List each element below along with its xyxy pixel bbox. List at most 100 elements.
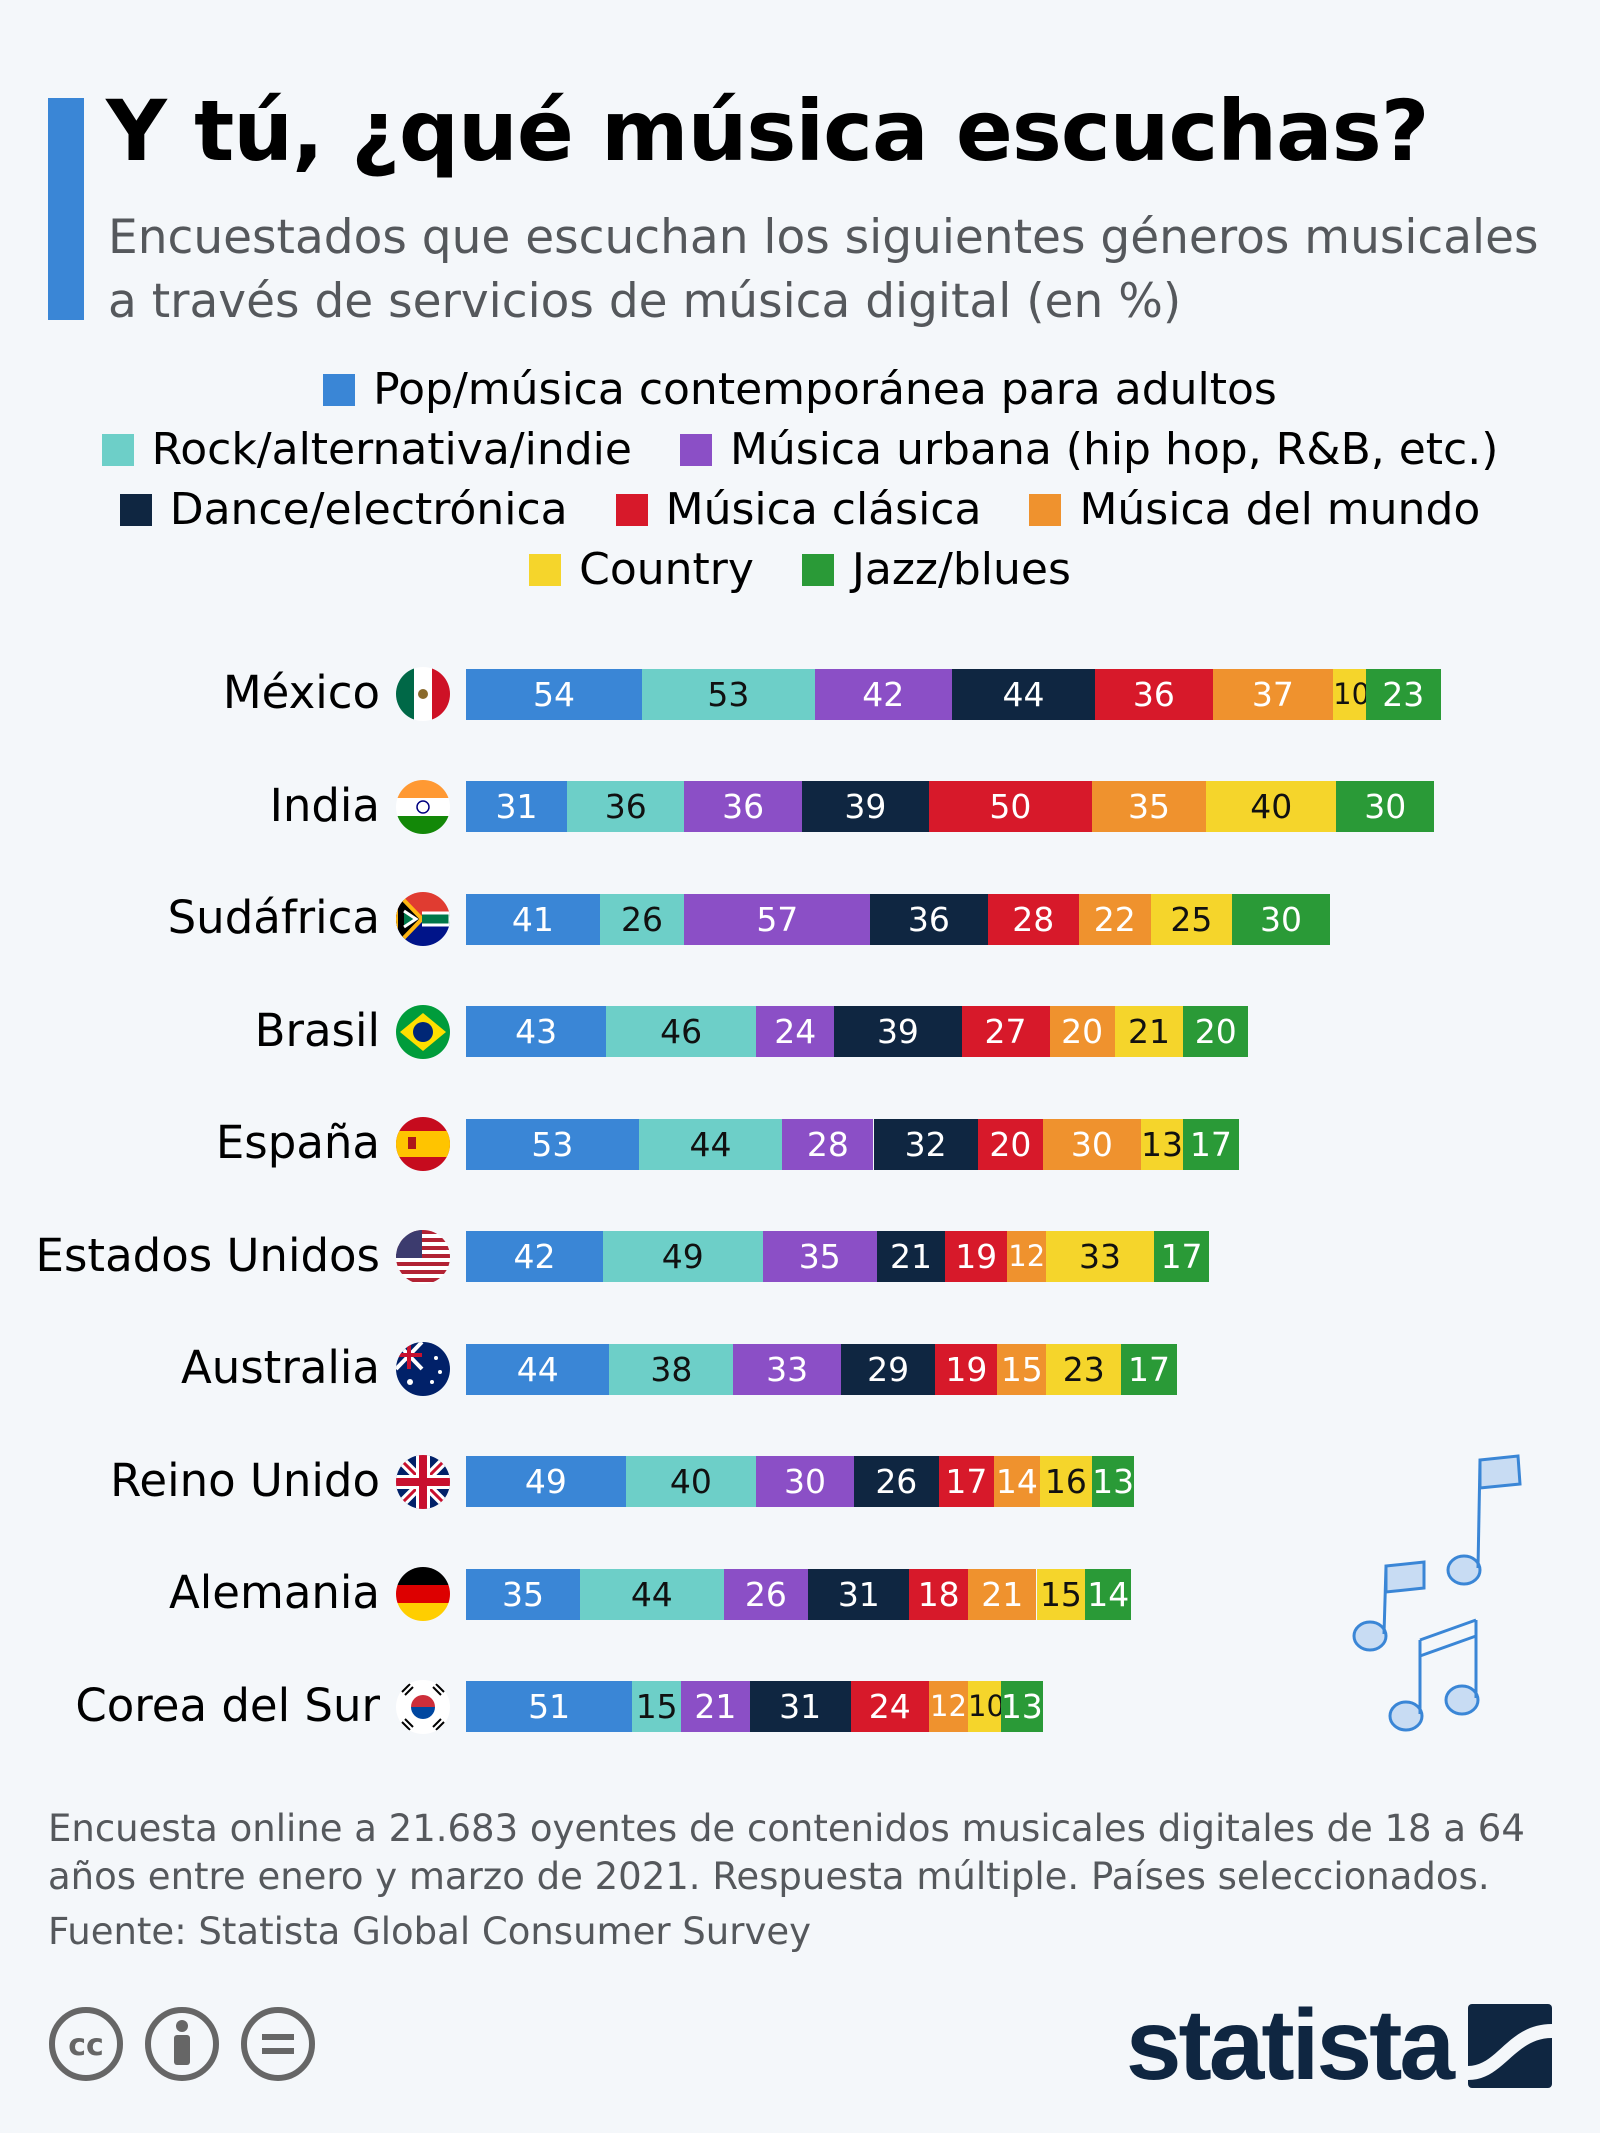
legend-swatch [323,374,356,406]
country-label: México [222,666,380,719]
bar-segment: 57 [684,893,871,945]
bar-segment: 44 [638,1118,783,1170]
legend-label: Música del mundo [1079,484,1481,535]
country-label: Corea del Sur [75,1678,380,1732]
bar-segment: 42 [814,668,952,720]
bar-segment: 30 [756,1456,854,1507]
bar-segment: 30 [1043,1118,1141,1170]
statista-logo-icon [1468,2004,1552,2088]
legend-item: Rock/alternativa/indie [101,420,632,480]
bar-segment: 38 [609,1343,734,1395]
bar-segment: 14 [1085,1568,1132,1620]
attribution-icon[interactable] [144,2006,220,2082]
bar-segment: 35 [762,1231,877,1282]
bar-segment: 20 [977,1118,1043,1170]
bar-segment: 12 [928,1681,969,1732]
legend-swatch [615,494,648,526]
bar-segment: 20 [1049,1006,1115,1057]
bar-segment: 14 [994,1456,1040,1507]
source: Fuente: Statista Global Consumer Survey [48,1910,812,1953]
bar-segment: 21 [1114,1006,1184,1057]
legend-item: Pop/música contemporánea para adultos [323,360,1277,420]
bar-segment: 54 [466,668,643,720]
title-accent-bar [48,98,84,320]
legend-row: Dance/electrónica Música clásica Música de… [0,480,1600,540]
statista-wordmark: statista [1125,1989,1455,2101]
bar-segment: 39 [834,1006,962,1057]
legend-item: Country [529,540,754,600]
flag-icon [396,1117,450,1171]
bar-segment: 32 [873,1118,978,1170]
flag-icon [396,667,450,721]
bar-segment: 33 [1046,1231,1154,1282]
bar-segment: 41 [466,893,600,945]
country-label: Alemania [169,1566,380,1619]
bar-segment: 17 [1121,1343,1177,1395]
bar-segment: 15 [632,1681,682,1732]
bar-segment: 21 [876,1231,946,1282]
chart-subtitle: Encuestados que escuchan los siguientes … [108,210,1539,329]
bar-segment: 23 [1046,1343,1122,1395]
bar-segment: 53 [642,668,815,720]
flag-icon [396,1567,450,1621]
legend-item: Música urbana (hip hop, R&B, etc.) [679,420,1499,480]
bar-segment: 44 [466,1343,610,1395]
flag-icon [396,892,450,946]
bar-segment: 17 [938,1456,995,1507]
legend-row: Rock/alternativa/indie Música urbana (hip… [0,420,1600,480]
bar-segment: 28 [987,893,1079,945]
bar-segment: 31 [808,1568,910,1620]
bar-segment: 16 [1039,1456,1092,1507]
bar-segment: 46 [606,1006,757,1057]
bar-segment: 36 [567,781,685,832]
legend-swatch [101,434,134,466]
music-notes-icon [1352,1454,1522,1732]
legend: Pop/música contemporánea para adultos Roc… [0,360,1600,600]
bar-segment: 15 [1036,1568,1086,1620]
flag-icon [396,1004,450,1059]
legend-item: Jazz/blues [801,540,1071,600]
bar-segment: 25 [1150,893,1233,945]
bar-segment: 10 [968,1681,1005,1732]
bar-segment: 23 [1365,668,1441,720]
bar-segment: 26 [723,1568,809,1620]
bar-segment: 13 [1091,1456,1135,1507]
flag-icon [396,1679,450,1734]
legend-row: Country Jazz/blues [0,540,1600,600]
bar-segment: 27 [961,1006,1050,1057]
svg-text:cc: cc [68,2028,104,2063]
bar-segment: 21 [681,1681,750,1732]
bar-segment: 26 [599,893,685,945]
bar-segment: 40 [1206,781,1337,832]
survey-note: Encuesta online a 21.683 oyentes de cont… [48,1807,1525,1898]
bar-segment: 53 [466,1118,639,1170]
country-label: India [269,778,380,832]
legend-label: Música clásica [665,484,982,535]
bar-segment: 50 [928,781,1092,832]
cc-icon[interactable]: cc [48,2006,124,2082]
bar-segment: 42 [466,1231,603,1282]
legend-swatch [119,494,152,526]
bar-segment: 21 [968,1568,1037,1620]
legend-swatch [801,554,834,586]
bar-segment: 44 [951,668,1096,720]
legend-label: Pop/música contemporánea para adultos [373,364,1277,415]
bar-segment: 40 [625,1456,757,1507]
legend-item: Música clásica [615,480,982,540]
bar-segment: 19 [935,1343,998,1395]
bar-segment: 13 [1000,1681,1043,1732]
bar-segment: 29 [840,1343,936,1395]
bar-segment: 31 [466,781,568,832]
legend-label: Música urbana (hip hop, R&B, etc.) [729,424,1499,475]
bar-segment: 33 [733,1343,841,1395]
bar-segment: 43 [466,1006,607,1057]
flag-icon [396,1229,450,1284]
bar-segment: 12 [1007,1231,1047,1282]
bar-segment: 49 [466,1456,626,1507]
bar-segment: 49 [602,1231,763,1282]
bar-segment: 22 [1078,893,1151,945]
bar-segment: 39 [801,781,929,832]
country-label: Brasil [254,1003,380,1057]
no-derivatives-icon[interactable] [240,2006,316,2082]
bar-segment: 18 [909,1568,969,1620]
